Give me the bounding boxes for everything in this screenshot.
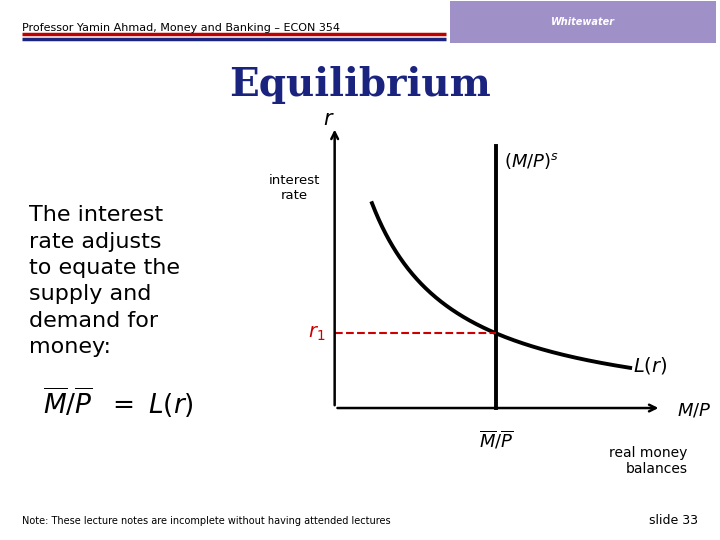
Text: $r_1$: $r_1$ bbox=[308, 325, 325, 342]
Text: Note: These lecture notes are incomplete without having attended lectures: Note: These lecture notes are incomplete… bbox=[22, 516, 390, 526]
Text: $L(r)$: $L(r)$ bbox=[634, 355, 667, 376]
Text: $\overline{M}/\overline{P}$: $\overline{M}/\overline{P}$ bbox=[480, 429, 513, 452]
Text: Equilibrium: Equilibrium bbox=[229, 66, 491, 104]
Text: $M/P$: $M/P$ bbox=[677, 402, 711, 420]
Text: $\overline{M}/\overline{P}$  $=$ $L(r)$: $\overline{M}/\overline{P}$ $=$ $L(r)$ bbox=[43, 385, 194, 420]
Text: real money
balances: real money balances bbox=[609, 446, 688, 476]
Text: slide 33: slide 33 bbox=[649, 514, 698, 526]
Text: $r$: $r$ bbox=[323, 109, 334, 129]
Text: $(M/P)^s$: $(M/P)^s$ bbox=[504, 151, 559, 171]
FancyBboxPatch shape bbox=[450, 1, 716, 43]
Text: The interest
rate adjusts
to equate the
supply and
demand for
money:: The interest rate adjusts to equate the … bbox=[29, 205, 180, 357]
Text: interest
rate: interest rate bbox=[269, 174, 320, 202]
Text: Whitewater: Whitewater bbox=[552, 17, 615, 26]
Text: Professor Yamin Ahmad, Money and Banking – ECON 354: Professor Yamin Ahmad, Money and Banking… bbox=[22, 23, 340, 33]
